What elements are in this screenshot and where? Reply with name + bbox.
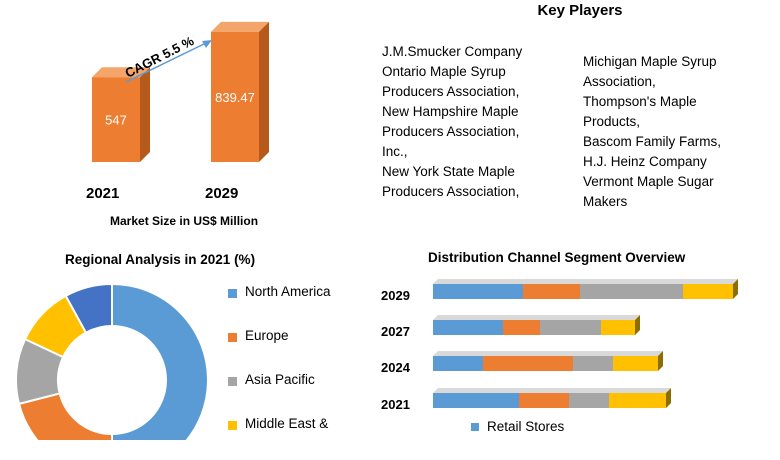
key-player-line: Vermont Maple Sugar xyxy=(583,174,714,189)
market-bar-2029 xyxy=(211,31,259,162)
legend-swatch xyxy=(228,333,237,342)
legend-item-europe: Europe xyxy=(228,328,331,372)
donut-slice-north-america xyxy=(111,282,209,440)
distribution-segment-2027-0 xyxy=(433,320,503,335)
distribution-segment-2024-1 xyxy=(483,356,573,371)
distribution-segment-2021-3 xyxy=(609,393,666,408)
legend-swatch xyxy=(228,289,237,298)
distribution-segment-2027-2 xyxy=(540,320,601,335)
bar-side-face xyxy=(658,351,663,371)
key-player-line: New Hampshire Maple xyxy=(382,104,519,119)
bar-top-face xyxy=(433,315,640,320)
key-player-line: Association, xyxy=(583,74,656,89)
key-player-line: Inc., xyxy=(382,144,408,159)
key-player-line: J.M.Smucker Company xyxy=(382,44,523,59)
bar-side-face xyxy=(635,315,640,335)
distribution-segment-2024-3 xyxy=(613,356,658,371)
distribution-bar-chart xyxy=(433,279,738,408)
cagr-arrowhead xyxy=(202,40,212,48)
key-player-line: Products, xyxy=(583,114,641,129)
cagr-label: CAGR 5.5 % xyxy=(123,33,197,81)
regional-donut-chart xyxy=(15,282,209,440)
bar-top-face xyxy=(92,67,150,78)
key-player-line: Producers Association, xyxy=(382,184,520,199)
bar-top-face xyxy=(211,21,269,32)
market-size-caption: Market Size in US$ Million xyxy=(110,214,259,228)
bar-year-label: 2024 xyxy=(381,360,410,375)
distribution-segment-2029-2 xyxy=(580,284,683,299)
bar-side-face xyxy=(259,21,269,162)
key-player-line: Ontario Maple Syrup xyxy=(382,64,506,79)
bar-year-label: 2021 xyxy=(381,397,410,412)
distribution-segment-2024-0 xyxy=(433,356,483,371)
bar-top-face xyxy=(433,351,663,356)
year-label-2029: 2029 xyxy=(205,185,239,202)
legend-item-asia-pacific: Asia Pacific xyxy=(228,372,331,416)
year-label-2021: 2021 xyxy=(86,185,120,202)
legend-swatch xyxy=(228,377,237,386)
legend-swatch xyxy=(228,421,237,430)
bar-side-face xyxy=(140,67,150,162)
regional-analysis-title: Regional Analysis in 2021 (%) xyxy=(65,252,256,267)
legend-label: Asia Pacific xyxy=(245,372,315,387)
bar-value-label: 839.47 xyxy=(215,90,255,105)
key-players-column-2: Michigan Maple Syrup Association, Thomps… xyxy=(583,52,721,212)
legend-item-middle-east: Middle East & xyxy=(228,416,331,460)
bar-top-face xyxy=(433,279,738,284)
key-player-line: Producers Association, xyxy=(382,124,520,139)
distribution-segment-2027-3 xyxy=(601,320,635,335)
key-player-line: H.J. Heinz Company xyxy=(583,154,707,169)
distribution-segment-2029-0 xyxy=(433,284,523,299)
bar-top-face xyxy=(433,388,671,393)
bar-side-face xyxy=(733,279,738,299)
regional-legend: North America Europe Asia Pacific Middle… xyxy=(228,284,331,460)
market-bar-2021 xyxy=(92,77,140,162)
key-player-line: Bascom Family Farms, xyxy=(583,134,722,149)
key-players-column-1: J.M.Smucker Company Ontario Maple Syrup … xyxy=(382,42,522,202)
distribution-segment-2021-2 xyxy=(569,393,609,408)
bar-side-face xyxy=(666,388,671,408)
distribution-segment-2021-0 xyxy=(433,393,519,408)
legend-label: North America xyxy=(245,284,331,299)
bar-value-label: 547 xyxy=(105,113,127,128)
key-player-line: Producers Association, xyxy=(382,84,520,99)
distribution-segment-2027-1 xyxy=(503,320,540,335)
bar-year-label: 2029 xyxy=(381,288,410,303)
cagr-arrow xyxy=(125,41,209,83)
legend-swatch xyxy=(471,422,479,431)
distribution-segment-2024-2 xyxy=(573,356,613,371)
distribution-segment-2021-1 xyxy=(519,393,569,408)
donut-slice-south-america xyxy=(64,282,113,335)
distribution-segment-2029-1 xyxy=(523,284,580,299)
bar-year-label: 2027 xyxy=(381,324,410,339)
legend-label: Middle East & xyxy=(245,416,329,431)
distribution-title: Distribution Channel Segment Overview xyxy=(428,250,686,265)
key-player-line: Michigan Maple Syrup xyxy=(583,54,717,69)
distribution-segment-2029-3 xyxy=(683,284,733,299)
legend-label: Europe xyxy=(245,328,289,343)
key-players-title: Key Players xyxy=(537,2,623,19)
market-size-chart: 547 839.47 CAGR 5.5 % xyxy=(92,21,269,162)
legend-label: Retail Stores xyxy=(487,419,565,434)
key-player-line: Thompson's Maple xyxy=(583,94,697,109)
distribution-legend-retail-stores: Retail Stores xyxy=(471,419,564,434)
legend-item-north-america: North America xyxy=(228,284,331,328)
key-player-line: New York State Maple xyxy=(382,164,515,179)
key-player-line: Makers xyxy=(583,194,628,209)
